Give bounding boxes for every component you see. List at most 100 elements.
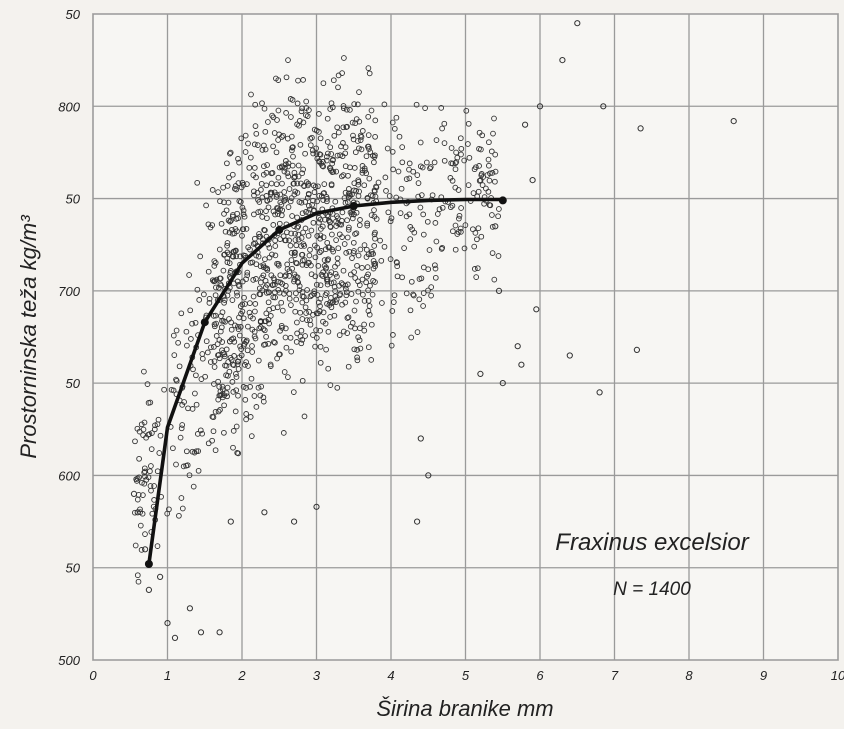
data-point	[319, 163, 326, 169]
data-point	[327, 106, 334, 112]
curve-marker	[349, 202, 358, 210]
data-point	[471, 243, 478, 250]
data-point	[148, 463, 154, 469]
data-point	[239, 226, 246, 233]
data-point	[273, 149, 280, 156]
data-point	[455, 229, 462, 235]
data-point	[282, 237, 289, 244]
data-point	[356, 188, 362, 195]
x-tick-label: 8	[685, 668, 693, 683]
data-point	[209, 187, 216, 193]
data-point	[282, 325, 289, 332]
data-point	[142, 473, 148, 480]
outlier-point	[499, 380, 506, 387]
data-point	[340, 103, 347, 109]
outlier-point	[596, 389, 603, 396]
data-point	[428, 292, 434, 299]
data-point	[275, 77, 282, 83]
data-point	[300, 241, 307, 247]
data-point	[179, 402, 186, 408]
data-point	[294, 260, 300, 267]
data-point	[236, 198, 243, 204]
data-point	[202, 373, 208, 380]
x-axis-ticks: 0 1 2 3 4 5 6 7 8 9 10	[89, 668, 844, 683]
data-point	[298, 108, 305, 115]
data-point	[344, 315, 351, 321]
data-point	[479, 182, 486, 188]
data-point	[275, 174, 282, 181]
data-point	[242, 396, 249, 403]
data-point	[226, 174, 232, 181]
y-tick-label: 800	[58, 99, 80, 114]
data-point	[188, 336, 194, 342]
data-point	[137, 522, 144, 529]
data-point	[311, 288, 318, 295]
data-point	[403, 213, 410, 220]
data-point	[327, 382, 334, 388]
data-point	[356, 337, 363, 344]
data-point	[466, 154, 473, 161]
data-point	[341, 195, 348, 201]
data-point	[452, 222, 459, 229]
data-point	[189, 320, 195, 327]
y-tick-label: 50	[66, 561, 81, 576]
data-point	[289, 147, 295, 154]
data-point	[262, 341, 269, 348]
data-point	[186, 272, 192, 278]
data-point	[173, 327, 180, 334]
data-point	[305, 180, 312, 187]
data-point	[291, 278, 297, 285]
data-point	[299, 210, 306, 217]
data-point	[429, 192, 436, 199]
data-point	[317, 327, 323, 334]
data-point	[238, 352, 245, 359]
data-point	[151, 426, 158, 433]
outlier-point	[600, 103, 607, 110]
data-point	[333, 296, 340, 303]
data-point	[359, 264, 365, 271]
data-point	[324, 198, 330, 205]
data-point	[309, 201, 315, 208]
data-point	[179, 422, 186, 428]
data-point	[244, 181, 250, 187]
data-point	[246, 309, 253, 316]
data-point	[320, 163, 327, 170]
data-point	[250, 277, 257, 283]
data-point	[326, 217, 332, 224]
data-point	[365, 251, 372, 258]
data-point	[427, 165, 433, 172]
data-point	[176, 363, 183, 370]
data-point	[476, 163, 482, 169]
data-point	[291, 191, 298, 198]
data-point	[265, 299, 272, 306]
data-point	[361, 321, 367, 328]
data-point	[206, 300, 213, 306]
data-point	[134, 572, 141, 579]
data-point	[345, 314, 352, 321]
data-point	[471, 166, 478, 173]
data-point	[178, 310, 185, 317]
data-point	[220, 184, 226, 191]
data-point	[403, 176, 410, 182]
data-point	[221, 392, 228, 399]
data-point	[346, 224, 352, 231]
data-point	[282, 272, 289, 279]
data-point	[234, 358, 241, 365]
data-point	[221, 211, 227, 217]
data-point	[144, 381, 151, 387]
data-point	[353, 298, 359, 305]
data-point	[348, 291, 355, 297]
data-point	[476, 177, 483, 184]
data-point	[387, 256, 394, 262]
data-point	[261, 163, 267, 170]
data-point	[477, 177, 484, 184]
data-point	[462, 222, 469, 228]
data-point	[417, 139, 424, 146]
data-point	[215, 352, 221, 359]
data-point	[457, 135, 464, 142]
outlier-point	[145, 586, 152, 594]
data-point	[244, 272, 251, 279]
data-point	[215, 189, 221, 195]
data-point	[302, 199, 309, 205]
data-point	[434, 211, 441, 217]
